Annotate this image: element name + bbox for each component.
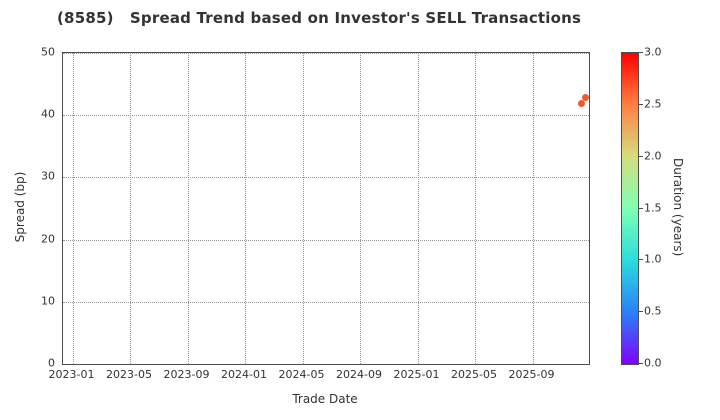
colorbar [621, 52, 639, 365]
plot-area [62, 52, 590, 365]
colorbar-label: Duration (years) [671, 158, 685, 257]
y-tick-label: 20 [41, 232, 55, 246]
colorbar-tick-mark [639, 155, 643, 157]
data-point [582, 93, 590, 101]
y-tick-label: 50 [41, 45, 55, 59]
x-axis-label: Trade Date [292, 392, 358, 406]
colorbar-tick-label: 0.0 [644, 356, 662, 370]
x-tick-label: 2023-01 [48, 368, 95, 381]
gridline-vertical [245, 53, 246, 364]
y-axis-label: Spread (bp) [13, 171, 27, 243]
y-tick-label: 40 [41, 107, 55, 121]
gridline-horizontal [63, 239, 589, 241]
gridline-horizontal [63, 53, 589, 54]
y-tick-label: 10 [41, 294, 55, 308]
x-tick-label: 2024-01 [221, 368, 267, 381]
x-tick-label: 2023-05 [106, 368, 152, 381]
colorbar-tick-label: 1.5 [644, 201, 662, 214]
gridline-vertical [532, 53, 534, 364]
colorbar-tick-label: 2.5 [644, 97, 662, 111]
colorbar-tick-label: 1.0 [644, 252, 662, 266]
colorbar-tick-label: 3.0 [644, 45, 662, 59]
gridline-vertical [72, 53, 74, 364]
gridline-vertical [475, 53, 476, 364]
chart-title: (8585) Spread Trend based on Investor's … [57, 9, 582, 27]
gridline-horizontal [63, 115, 589, 117]
gridline-vertical [360, 53, 361, 364]
x-tick-label: 2025-05 [451, 368, 497, 381]
colorbar-tick-mark [639, 52, 643, 53]
gridline-horizontal [63, 301, 589, 303]
x-tick-label: 2024-05 [278, 368, 325, 381]
colorbar-tick-mark [639, 311, 643, 313]
colorbar-tick-mark [639, 207, 643, 209]
gridline-vertical [302, 53, 304, 364]
gridline-vertical [417, 53, 419, 364]
colorbar-tick-mark [639, 103, 643, 105]
x-tick-label: 2024-09 [336, 368, 382, 381]
colorbar-tick-label: 0.5 [644, 304, 662, 318]
gridline-horizontal [63, 177, 589, 179]
colorbar-tick-mark [639, 259, 643, 261]
gridline-vertical [187, 53, 189, 364]
gridline-vertical [130, 53, 131, 364]
x-tick-label: 2023-09 [163, 368, 210, 381]
x-tick-label: 2025-09 [508, 368, 555, 381]
data-point [577, 99, 585, 107]
colorbar-tick-label: 2.0 [644, 149, 662, 163]
colorbar-tick-mark [639, 363, 643, 364]
x-tick-label: 2025-01 [393, 368, 440, 381]
y-tick-label: 30 [41, 169, 55, 183]
y-tick-label: 0 [48, 356, 55, 370]
